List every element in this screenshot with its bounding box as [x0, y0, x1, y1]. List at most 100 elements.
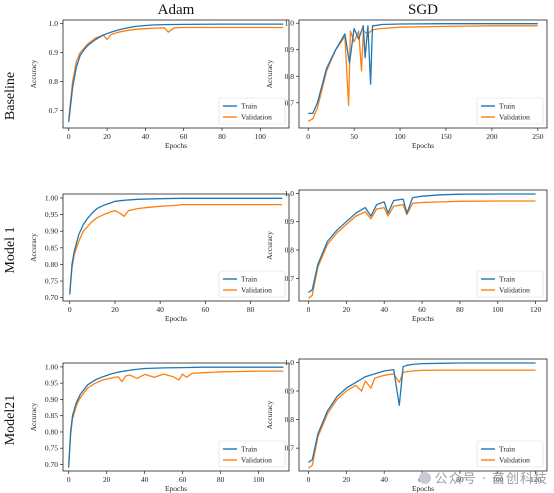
x-tick-label: 40 [141, 475, 149, 484]
x-tick-label: 0 [67, 132, 71, 141]
column-title-adam: Adam [158, 2, 195, 18]
y-tick-label: 0.85 [45, 243, 58, 252]
legend: Train Validation [476, 440, 544, 468]
y-tick-label: 0.8 [285, 415, 295, 424]
legend: Train Validation [476, 97, 544, 125]
series-line-train [69, 197, 283, 295]
legend-label-train: Train [499, 102, 515, 111]
y-axis-label: Accuracy [265, 231, 274, 260]
y-tick-label: 1.00 [45, 193, 58, 202]
legend: Train Validation [218, 97, 286, 125]
x-tick-label: 100 [492, 305, 504, 314]
series-line-validation [307, 25, 538, 122]
x-tick-label: 20 [103, 475, 111, 484]
y-tick-label: 0.70 [45, 293, 58, 302]
x-tick-label: 60 [180, 132, 188, 141]
y-axis-label: Accuracy [265, 400, 274, 429]
x-tick-label: 40 [156, 305, 164, 314]
legend-label-train: Train [241, 102, 257, 111]
series-line-validation [68, 26, 284, 120]
series-line-train [68, 366, 284, 468]
column-title-sgd: SGD [408, 2, 438, 18]
x-tick-label: 40 [142, 132, 150, 141]
series-line-train [308, 362, 536, 463]
y-axis-label: Accuracy [29, 402, 38, 431]
y-tick-label: 0.95 [45, 379, 58, 388]
legend: Train Validation [218, 270, 286, 298]
x-tick-label: 40 [380, 305, 388, 314]
y-tick-label: 0.7 [285, 98, 295, 107]
watermark-text: 公众号 · 莒创科技 [434, 472, 548, 487]
legend-label-train: Train [241, 275, 257, 284]
x-tick-label: 60 [179, 475, 187, 484]
y-axis-label: Accuracy [265, 59, 274, 88]
legend: Train Validation [218, 440, 286, 468]
y-axis-label: Accuracy [29, 59, 38, 88]
series-line-validation [308, 200, 536, 299]
x-axis-label: Epochs [412, 141, 434, 150]
x-tick-label: 0 [306, 132, 310, 141]
y-tick-label: 1.0 [285, 19, 295, 28]
y-tick-label: 0.75 [45, 444, 58, 453]
x-tick-label: 200 [486, 132, 498, 141]
x-tick-label: 250 [532, 132, 544, 141]
x-axis-label: Epochs [165, 314, 187, 323]
y-tick-label: 0.8 [49, 77, 59, 86]
x-tick-label: 0 [67, 475, 71, 484]
x-axis-label: Epochs [412, 484, 434, 493]
chart-panel-model-1-sgd: 0 20 40 60 80 100 120 0.7 0.8 0.9 1.0 Epochs Accurac… [265, 189, 548, 323]
y-tick-label: 0.85 [45, 411, 58, 420]
chart-panel-model21-sgd: 0204060801001200.70.80.91.0EpochsAccurac… [265, 358, 548, 493]
legend-label-train: Train [499, 445, 515, 454]
y-tick-label: 0.9 [49, 48, 59, 57]
x-tick-label: 20 [111, 305, 119, 314]
legend-label-train: Train [499, 275, 515, 284]
x-tick-label: 120 [530, 475, 542, 484]
x-tick-label: 0 [68, 305, 72, 314]
x-tick-label: 100 [253, 475, 265, 484]
y-axis-label: Accuracy [29, 233, 38, 262]
watermark: 公众号 · 莒创科技 [418, 468, 548, 487]
y-tick-label: 1.0 [285, 358, 295, 367]
y-tick-label: 0.7 [285, 444, 295, 453]
chart-panel-baseline-adam: 0 20 40 60 80 100 0.7 0.8 0.9 1.0 Epochs Accuracy Tr… [29, 19, 290, 150]
row-label-model-1: Model 1 [3, 226, 18, 273]
series-line-validation [69, 203, 283, 292]
series-line-train [68, 23, 284, 123]
legend-label-validation: Validation [241, 113, 272, 122]
x-tick-label: 80 [247, 305, 255, 314]
y-tick-label: 0.90 [45, 227, 58, 236]
series-line-train [308, 193, 536, 294]
x-tick-label: 100 [255, 132, 267, 141]
x-tick-label: 80 [217, 475, 225, 484]
x-tick-label: 20 [343, 475, 351, 484]
y-tick-label: 0.7 [285, 274, 295, 283]
wechat-icon [418, 472, 431, 484]
chart-panel-model-1-adam: 0 20 40 60 80 0.70 0.75 0.80 0.85 0.90 0.95 1.00 Epo… [29, 193, 290, 323]
y-tick-label: 1.00 [45, 362, 58, 371]
legend-label-validation: Validation [241, 456, 272, 465]
x-tick-label: 150 [440, 132, 452, 141]
y-tick-label: 0.9 [285, 387, 295, 396]
x-tick-label: 80 [218, 132, 226, 141]
x-tick-label: 120 [530, 305, 542, 314]
y-tick-label: 1.0 [285, 189, 295, 198]
legend-label-train: Train [241, 445, 257, 454]
x-tick-label: 80 [456, 475, 464, 484]
legend: Train Validation [476, 270, 544, 298]
legend-label-validation: Validation [499, 286, 530, 295]
y-tick-label: 0.75 [45, 277, 58, 286]
row-label-baseline: Baseline [3, 72, 18, 120]
x-tick-label: 100 [394, 132, 406, 141]
x-axis-label: Epochs [412, 314, 434, 323]
chart-panel-model21-adam: 0 20 40 60 80 100 0.70 0.75 0.80 0.85 0.90 0.95 1.00… [29, 362, 290, 493]
x-tick-label: 40 [380, 475, 388, 484]
y-tick-label: 0.9 [285, 45, 295, 54]
x-tick-label: 0 [307, 305, 311, 314]
y-tick-label: 0.80 [45, 260, 58, 269]
series-line-validation [68, 370, 284, 465]
y-tick-label: 0.70 [45, 460, 58, 469]
x-tick-label: 0 [307, 475, 311, 484]
y-tick-label: 0.7 [49, 106, 59, 115]
